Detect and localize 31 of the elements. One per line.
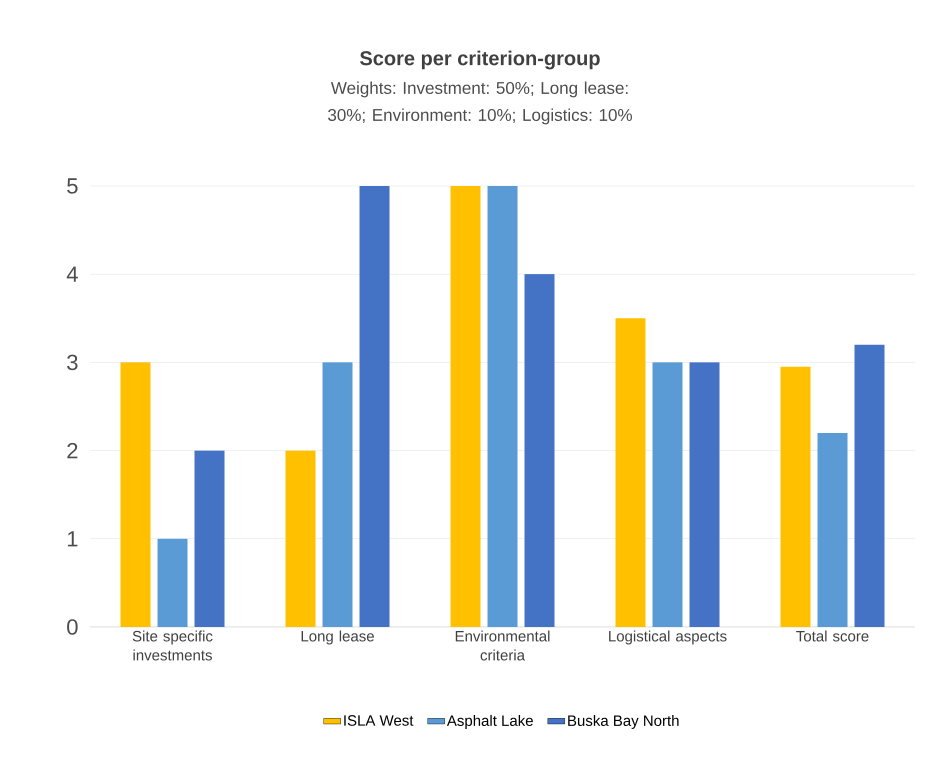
x-tick-label: Site specific investments <box>132 630 213 661</box>
chart-subtitle: Weights: Investment: 50%; Long lease: 30%; Environment: 10%; Logistics: 10% <box>328 82 632 124</box>
bar <box>854 344 885 627</box>
legend-label: ISLA West <box>344 715 414 726</box>
bar <box>616 318 646 627</box>
x-tick-label: Environmental criteria <box>456 630 550 661</box>
bar <box>158 538 188 627</box>
bar <box>652 362 683 627</box>
bar <box>690 362 720 627</box>
bar <box>524 274 555 627</box>
y-tick-label: 1 <box>68 531 78 546</box>
x-tick-label: Total score <box>796 630 869 642</box>
bar <box>120 362 151 627</box>
bar <box>818 432 848 627</box>
bar <box>780 366 811 627</box>
x-tick-label: Logistical aspects <box>609 630 727 644</box>
y-tick-label: 2 <box>67 442 78 458</box>
y-tick-label: 0 <box>67 619 78 635</box>
bar <box>194 450 225 627</box>
bar <box>322 362 353 627</box>
y-tick-label: 5 <box>67 178 78 194</box>
bar <box>450 186 481 627</box>
y-tick-label: 4 <box>66 266 78 282</box>
y-tick-label: 3 <box>67 354 78 370</box>
bar <box>286 450 316 627</box>
legend-label: Asphalt Lake <box>446 714 533 729</box>
chart-title: Score per criterion-group <box>360 50 600 70</box>
x-tick-label: Long lease <box>302 630 374 644</box>
legend-label: Buska Bay North <box>568 714 679 729</box>
bar <box>488 186 518 627</box>
bar <box>360 186 390 627</box>
